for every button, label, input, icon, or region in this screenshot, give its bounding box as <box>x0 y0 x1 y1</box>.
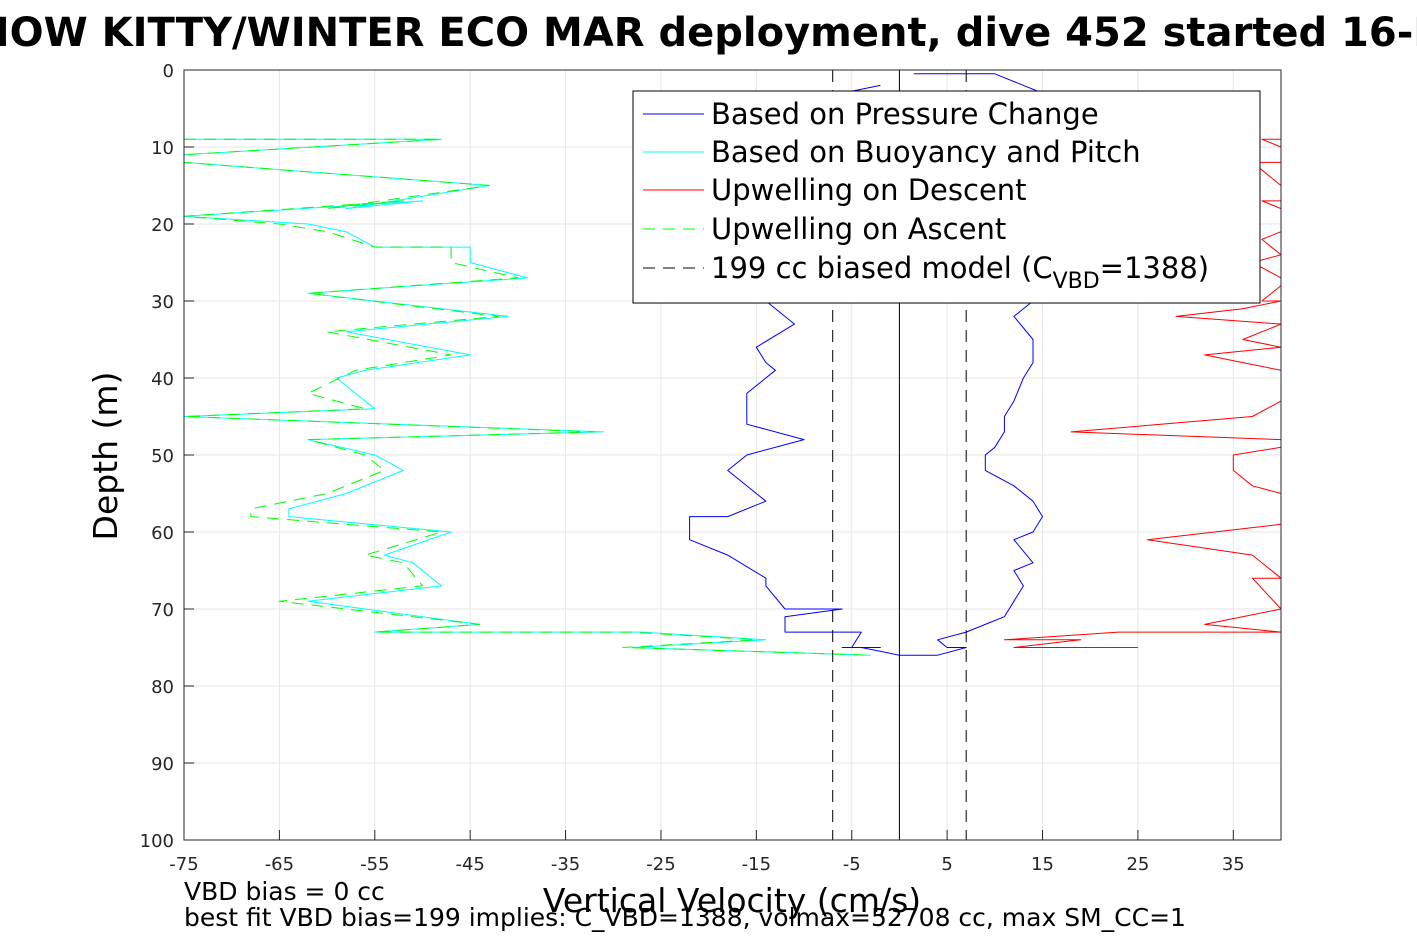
x-tick-label: -5 <box>843 854 861 875</box>
series-buoyancy <box>183 138 871 656</box>
y-tick-label: 0 <box>163 61 174 82</box>
x-tick-label: 15 <box>1031 854 1054 875</box>
legend-model-prefix: 199 cc biased model (C <box>711 251 1053 285</box>
y-tick-label: 30 <box>151 292 174 313</box>
x-tick-label: -75 <box>169 854 198 875</box>
x-tick-label: 25 <box>1126 854 1149 875</box>
x-axis-label: Vertical Velocity (cm/s) <box>543 881 921 920</box>
x-tick-label: -55 <box>360 854 389 875</box>
plot-frame <box>183 69 1282 841</box>
y-tick-label: 80 <box>151 677 174 698</box>
legend-label-ascent: Upwelling on Ascent <box>711 212 1006 246</box>
legend: Based on Pressure Change Based on Buoyan… <box>632 90 1261 304</box>
legend-model-subscript: VBD <box>1053 269 1100 294</box>
y-tick-label: 40 <box>151 369 174 390</box>
series-descent <box>1003 138 1282 648</box>
legend-label-pressure: Based on Pressure Change <box>711 97 1099 131</box>
legend-label-model: 199 cc biased model (CVBD=1388) <box>711 251 1209 294</box>
x-tick-label: -25 <box>646 854 675 875</box>
y-axis-label: Depth (m) <box>86 372 125 541</box>
y-tick-label: 100 <box>140 831 174 852</box>
x-tick-label: -45 <box>455 854 484 875</box>
y-tick-label: 10 <box>151 138 174 159</box>
series-ascent <box>183 138 871 656</box>
x-tick-label: 5 <box>941 854 952 875</box>
x-tick-label: -15 <box>742 854 771 875</box>
x-tick-label: -65 <box>265 854 294 875</box>
footer-vbd-bias: VBD bias = 0 cc <box>184 877 385 906</box>
y-tick-label: 20 <box>151 215 174 236</box>
legend-label-descent: Upwelling on Descent <box>711 173 1027 207</box>
x-tick-label: 35 <box>1222 854 1245 875</box>
y-tick-label: 60 <box>151 523 174 544</box>
y-tick-label: 50 <box>151 446 174 467</box>
x-tick-labels: -75 -65 -55 -45 -35 -25 -15 -5 5 15 25 35 <box>169 854 1244 875</box>
chart-title: SG219 SNOW KITTY/WINTER ECO MAR deployme… <box>0 10 1417 56</box>
y-tick-label: 70 <box>151 600 174 621</box>
legend-label-buoyancy: Based on Buoyancy and Pitch <box>711 135 1141 169</box>
legend-model-suffix: =1388) <box>1100 251 1209 285</box>
footer-best-fit: best fit VBD bias=199 implies: C_VBD=138… <box>184 903 1186 932</box>
legend-box <box>632 90 1261 304</box>
x-tick-label: -35 <box>551 854 580 875</box>
y-tick-labels: 0 10 20 30 40 50 60 70 80 90 100 <box>140 61 174 852</box>
y-tick-label: 90 <box>151 754 174 775</box>
